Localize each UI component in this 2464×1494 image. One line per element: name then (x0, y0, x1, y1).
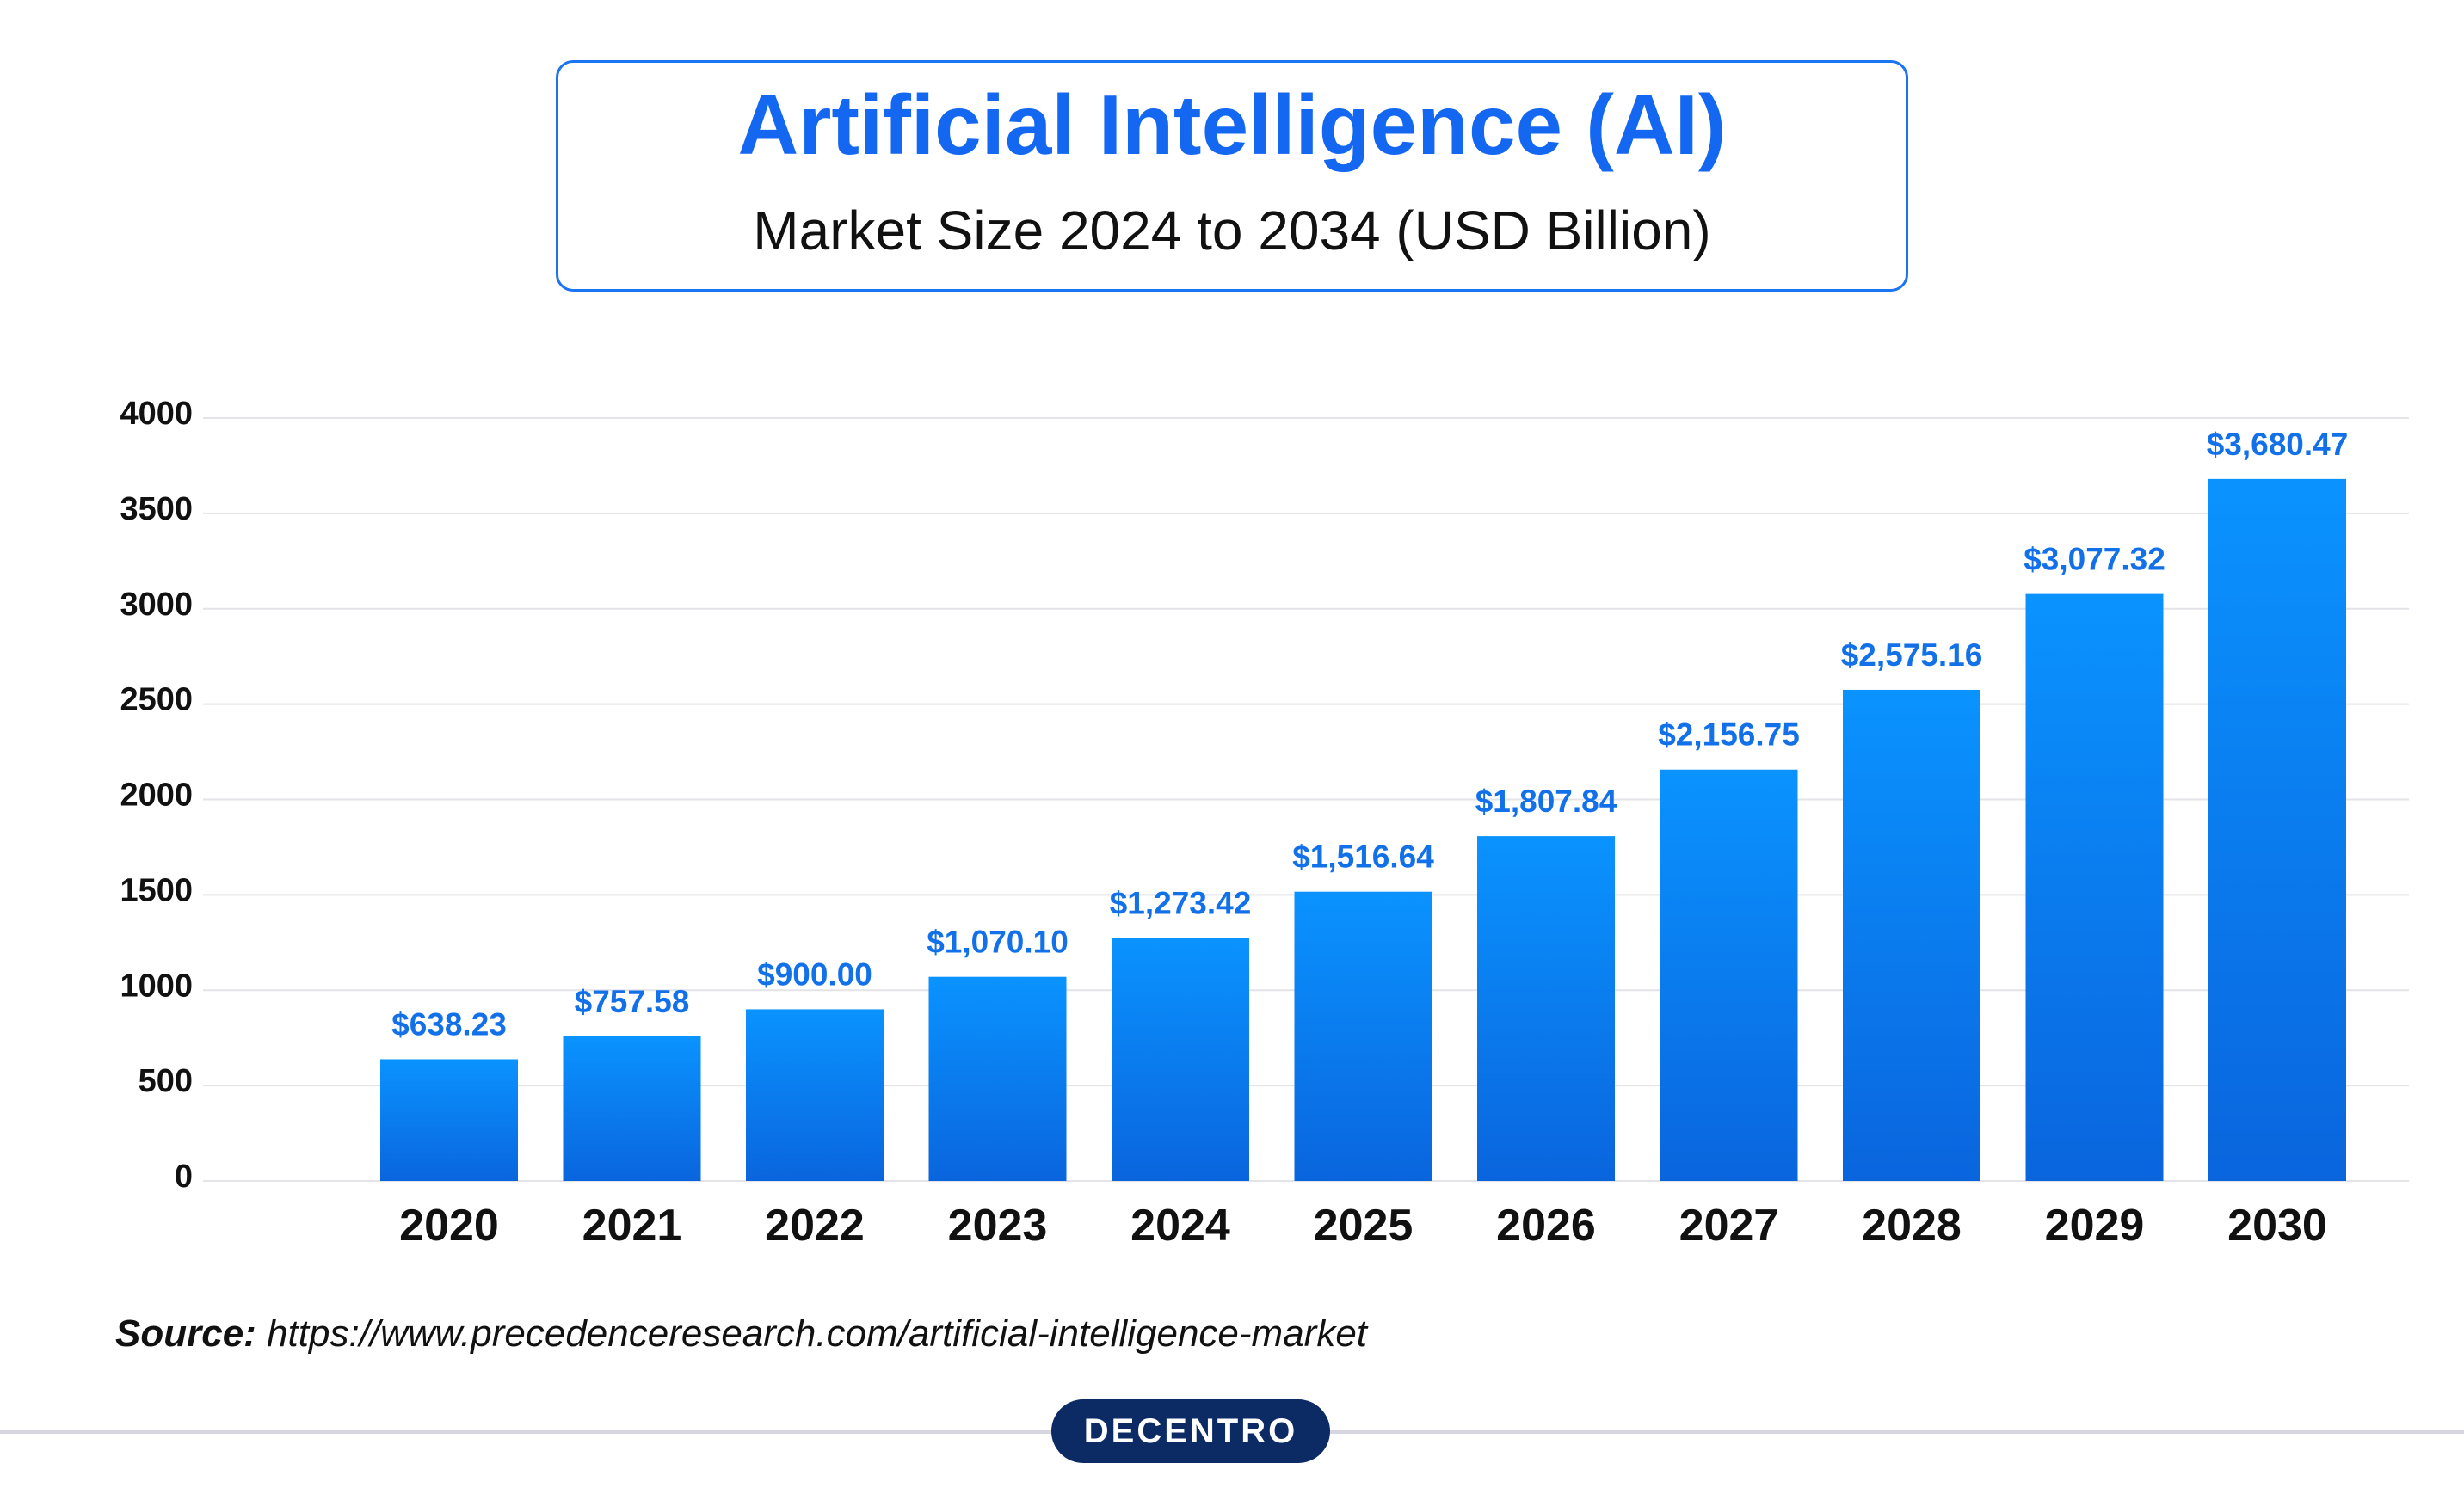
bar-2020 (380, 1059, 518, 1181)
value-label-2022: $900.00 (757, 956, 872, 992)
y-tick-label: 2000 (120, 778, 193, 814)
bar-2025 (1294, 891, 1432, 1181)
value-label-2020: $638.23 (391, 1006, 507, 1042)
y-tick-label: 500 (139, 1063, 193, 1099)
value-label-2028: $2,575.16 (1841, 637, 1983, 673)
x-category-label-2027: 2027 (1679, 1201, 1779, 1251)
y-tick-label: 4000 (120, 396, 193, 432)
y-tick-label: 3500 (120, 491, 193, 527)
title-box (556, 60, 1908, 292)
bar-2023 (928, 976, 1067, 1181)
x-category-label-2023: 2023 (948, 1201, 1048, 1251)
x-category-label-2028: 2028 (1862, 1201, 1962, 1251)
source-url[interactable]: https://www.precedenceresearch.com/artif… (267, 1313, 1368, 1355)
value-label-2025: $1,516.64 (1292, 839, 1434, 875)
bar-2022 (746, 1009, 884, 1181)
bars (380, 478, 2346, 1181)
value-labels: $638.23 $757.58 $900.00 $1,070.10 $1,273.42 $… (391, 427, 2348, 1042)
bar-2028 (1843, 689, 1980, 1181)
x-category-label-2030: 2030 (2227, 1201, 2327, 1251)
bar-2024 (1112, 938, 1249, 1181)
bar-2030 (2208, 478, 2346, 1181)
y-tick-label: 2500 (120, 682, 193, 718)
logo-text: DECENTRO (1083, 1411, 1298, 1450)
value-label-2021: $757.58 (575, 984, 690, 1019)
x-category-label-2024: 2024 (1130, 1201, 1230, 1251)
value-label-2029: $3,077.32 (2024, 542, 2165, 577)
value-label-2030: $3,680.47 (2207, 427, 2349, 462)
decentro-logo: DECENTRO (1051, 1399, 1330, 1463)
x-category-label-2022: 2022 (765, 1201, 865, 1251)
value-label-2023: $1,070.10 (927, 925, 1069, 960)
x-category-label-2020: 2020 (399, 1201, 499, 1251)
chart-subtitle: Market Size 2024 to 2034 (USD Billion) (753, 200, 1711, 261)
bar-2027 (1660, 769, 1798, 1181)
x-category-label-2025: 2025 (1314, 1201, 1414, 1251)
bar-2021 (563, 1036, 701, 1181)
bar-2026 (1477, 836, 1615, 1181)
value-label-2027: $2,156.75 (1658, 717, 1800, 753)
source-citation: Source: https://www.precedenceresearch.c… (115, 1313, 1367, 1356)
source-label: Source: (115, 1313, 256, 1355)
y-axis-ticks: 0 500 1000 1500 2000 2500 3000 3500 4000 (120, 396, 193, 1195)
value-label-2026: $1,807.84 (1475, 784, 1617, 819)
y-tick-label: 3000 (120, 587, 193, 623)
y-tick-label: 0 (175, 1159, 193, 1195)
x-category-label-2026: 2026 (1496, 1201, 1596, 1251)
x-category-label-2029: 2029 (2045, 1201, 2145, 1251)
chart-title: Artificial Intelligence (AI) (737, 77, 1727, 172)
x-axis-categories: 2020 2021 2022 2023 2024 2025 2026 2027 2028 2029… (399, 1201, 2327, 1251)
value-label-2024: $1,273.42 (1110, 886, 1252, 921)
x-category-label-2021: 2021 (582, 1201, 682, 1251)
y-tick-label: 1000 (120, 968, 193, 1004)
bar-2029 (2025, 593, 2164, 1181)
y-tick-label: 1500 (120, 872, 193, 908)
